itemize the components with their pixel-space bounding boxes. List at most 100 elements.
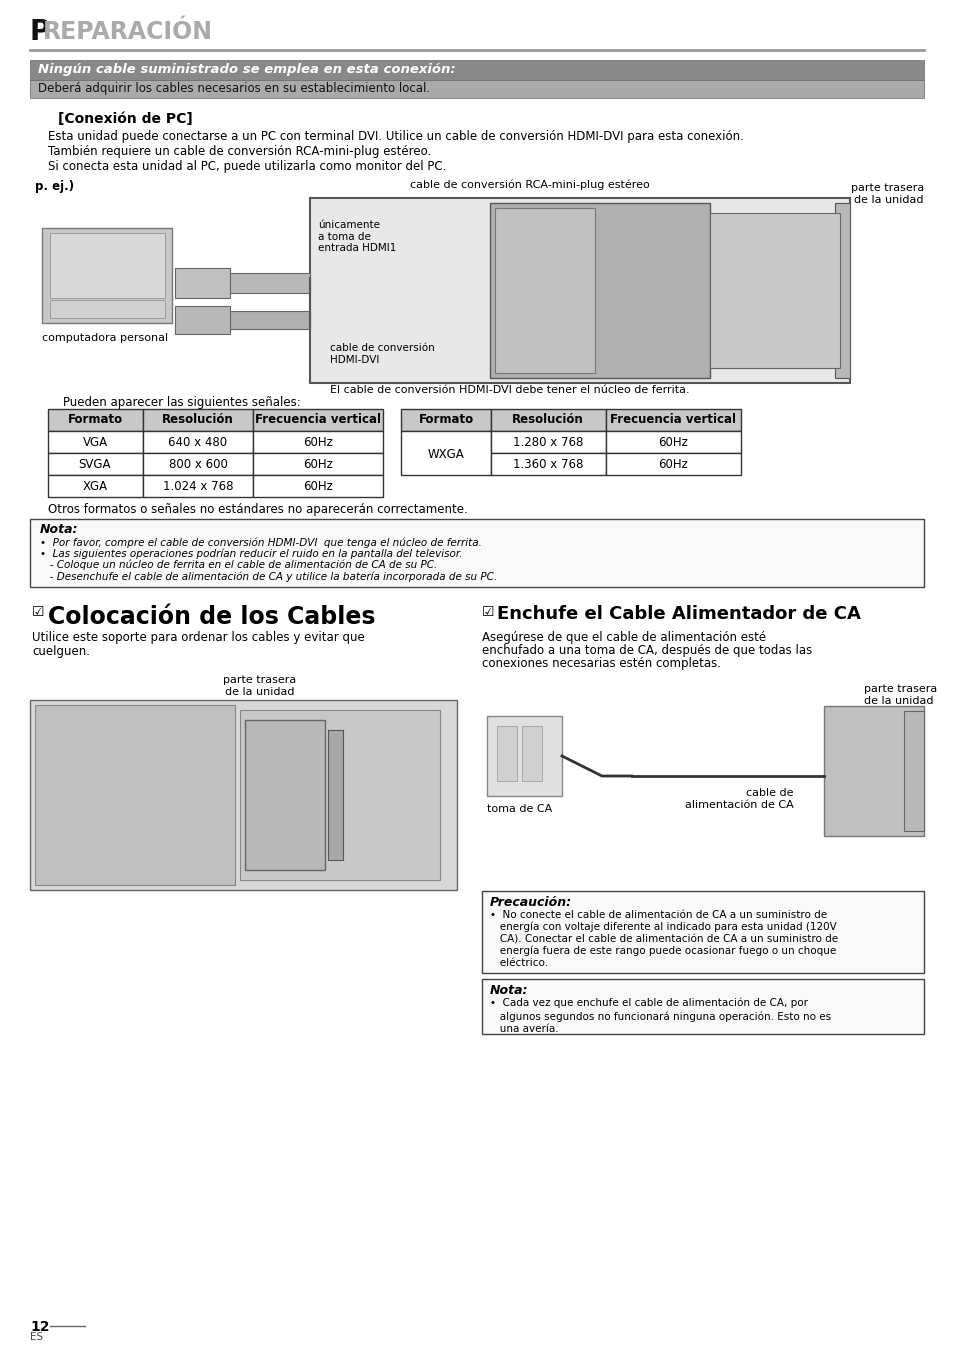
Text: ☑: ☑ xyxy=(481,605,494,619)
Bar xyxy=(903,710,923,830)
Text: SVGA: SVGA xyxy=(79,458,112,470)
Text: cable de conversión
HDMI-DVI: cable de conversión HDMI-DVI xyxy=(330,342,435,364)
Text: - Coloque un núcleo de ferrita en el cable de alimentación de CA de su PC.: - Coloque un núcleo de ferrita en el cab… xyxy=(40,559,436,570)
Bar xyxy=(230,274,310,293)
Bar xyxy=(491,431,605,453)
Text: cable de
alimentación de CA: cable de alimentación de CA xyxy=(684,789,793,810)
Text: Utilice este soporte para ordenar los cables y evitar que: Utilice este soporte para ordenar los ca… xyxy=(32,631,364,644)
Bar xyxy=(310,198,849,383)
Text: CA). Conectar el cable de alimentación de CA a un suministro de: CA). Conectar el cable de alimentación d… xyxy=(490,934,838,944)
Bar xyxy=(400,431,491,474)
Text: Resolución: Resolución xyxy=(162,412,233,426)
Text: •  No conecte el cable de alimentación de CA a un suministro de: • No conecte el cable de alimentación de… xyxy=(490,910,826,919)
Bar xyxy=(174,268,230,298)
Bar xyxy=(491,453,605,474)
Bar xyxy=(35,705,234,886)
Text: P: P xyxy=(30,18,51,46)
Bar xyxy=(143,474,253,497)
Bar xyxy=(481,979,923,1034)
Text: de la unidad: de la unidad xyxy=(863,696,933,706)
Text: ☑: ☑ xyxy=(32,605,45,619)
Text: 1.360 x 768: 1.360 x 768 xyxy=(513,458,582,470)
Text: 60Hz: 60Hz xyxy=(658,458,687,470)
Bar xyxy=(521,727,541,780)
Text: El cable de conversión HDMI-DVI debe tener el núcleo de ferrita.: El cable de conversión HDMI-DVI debe ten… xyxy=(330,386,689,395)
Text: Asegúrese de que el cable de alimentación esté: Asegúrese de que el cable de alimentació… xyxy=(481,631,765,644)
Bar xyxy=(30,519,923,586)
Text: 1.280 x 768: 1.280 x 768 xyxy=(513,435,582,449)
Bar xyxy=(497,727,517,780)
Bar xyxy=(30,700,456,890)
Bar xyxy=(328,731,343,860)
Text: Colocación de los Cables: Colocación de los Cables xyxy=(48,605,375,630)
Bar xyxy=(48,474,143,497)
Text: de la unidad: de la unidad xyxy=(225,687,294,697)
Bar xyxy=(605,453,740,474)
Bar xyxy=(491,408,605,431)
Text: Precaución:: Precaución: xyxy=(490,896,572,909)
Bar xyxy=(143,431,253,453)
Text: REPARACIÓN: REPARACIÓN xyxy=(43,20,213,44)
Text: cuelguen.: cuelguen. xyxy=(32,644,90,658)
Text: 640 x 480: 640 x 480 xyxy=(169,435,228,449)
Text: Frecuencia vertical: Frecuencia vertical xyxy=(609,412,735,426)
Text: •  Por favor, compre el cable de conversión HDMI-DVI  que tenga el núcleo de fer: • Por favor, compre el cable de conversi… xyxy=(40,537,481,547)
Text: eléctrico.: eléctrico. xyxy=(490,958,548,968)
Text: Nota:: Nota: xyxy=(490,984,528,998)
Text: Ningún cable suministrado se emplea en esta conexión:: Ningún cable suministrado se emplea en e… xyxy=(38,63,456,75)
Text: Si conecta esta unidad al PC, puede utilizarla como monitor del PC.: Si conecta esta unidad al PC, puede util… xyxy=(48,160,446,173)
Text: VGA: VGA xyxy=(82,435,108,449)
Text: 60Hz: 60Hz xyxy=(303,480,333,493)
Bar xyxy=(50,301,165,318)
Bar xyxy=(253,453,382,474)
Bar xyxy=(48,408,143,431)
Text: 60Hz: 60Hz xyxy=(303,458,333,470)
Text: 60Hz: 60Hz xyxy=(303,435,333,449)
Bar xyxy=(481,891,923,973)
Bar xyxy=(605,431,740,453)
Text: energía fuera de este rango puede ocasionar fuego o un choque: energía fuera de este rango puede ocasio… xyxy=(490,946,836,957)
Text: de la unidad: de la unidad xyxy=(854,195,923,205)
Bar xyxy=(240,710,439,880)
Bar xyxy=(42,228,172,324)
Text: También requiere un cable de conversión RCA-mini-plug estéreo.: También requiere un cable de conversión … xyxy=(48,146,431,158)
Bar xyxy=(253,431,382,453)
Text: parte trasera: parte trasera xyxy=(850,183,923,193)
Text: Enchufe el Cable Alimentador de CA: Enchufe el Cable Alimentador de CA xyxy=(497,605,860,623)
Text: XGA: XGA xyxy=(82,480,108,493)
Text: únicamente
a toma de
entrada HDMI1: únicamente a toma de entrada HDMI1 xyxy=(317,220,395,253)
Text: Resolución: Resolución xyxy=(512,412,583,426)
Text: computadora personal: computadora personal xyxy=(42,333,168,342)
Bar xyxy=(230,311,310,329)
Text: parte trasera: parte trasera xyxy=(863,683,936,694)
Text: - Desenchufe el cable de alimentación de CA y utilice la batería incorporada de : - Desenchufe el cable de alimentación de… xyxy=(40,572,497,582)
Text: WXGA: WXGA xyxy=(427,448,464,461)
Bar xyxy=(709,213,840,368)
Bar xyxy=(48,431,143,453)
Bar xyxy=(50,233,165,298)
Bar xyxy=(174,306,230,334)
Bar xyxy=(143,408,253,431)
Text: Formato: Formato xyxy=(418,412,473,426)
Text: algunos segundos no funcionará ninguna operación. Esto no es: algunos segundos no funcionará ninguna o… xyxy=(490,1011,830,1022)
Bar xyxy=(490,204,709,377)
Text: 800 x 600: 800 x 600 xyxy=(169,458,227,470)
Text: •  Las siguientes operaciones podrían reducir el ruido en la pantalla del televi: • Las siguientes operaciones podrían red… xyxy=(40,549,462,559)
Text: Deberá adquirir los cables necesarios en su establecimiento local.: Deberá adquirir los cables necesarios en… xyxy=(38,82,430,94)
Bar xyxy=(253,408,382,431)
Bar xyxy=(30,80,923,98)
Bar xyxy=(400,408,491,431)
Bar xyxy=(143,453,253,474)
Bar xyxy=(48,453,143,474)
Bar xyxy=(486,716,561,797)
Text: Pueden aparecer las siguientes señales:: Pueden aparecer las siguientes señales: xyxy=(48,396,300,408)
Text: enchufado a una toma de CA, después de que todas las: enchufado a una toma de CA, después de q… xyxy=(481,644,811,656)
Bar xyxy=(823,706,923,836)
Bar xyxy=(245,720,325,869)
Text: toma de CA: toma de CA xyxy=(486,803,552,814)
Text: conexiones necesarias estén completas.: conexiones necesarias estén completas. xyxy=(481,656,720,670)
Text: parte trasera: parte trasera xyxy=(223,675,296,685)
Bar xyxy=(605,408,740,431)
Text: 1.024 x 768: 1.024 x 768 xyxy=(163,480,233,493)
Text: una avería.: una avería. xyxy=(490,1024,558,1034)
